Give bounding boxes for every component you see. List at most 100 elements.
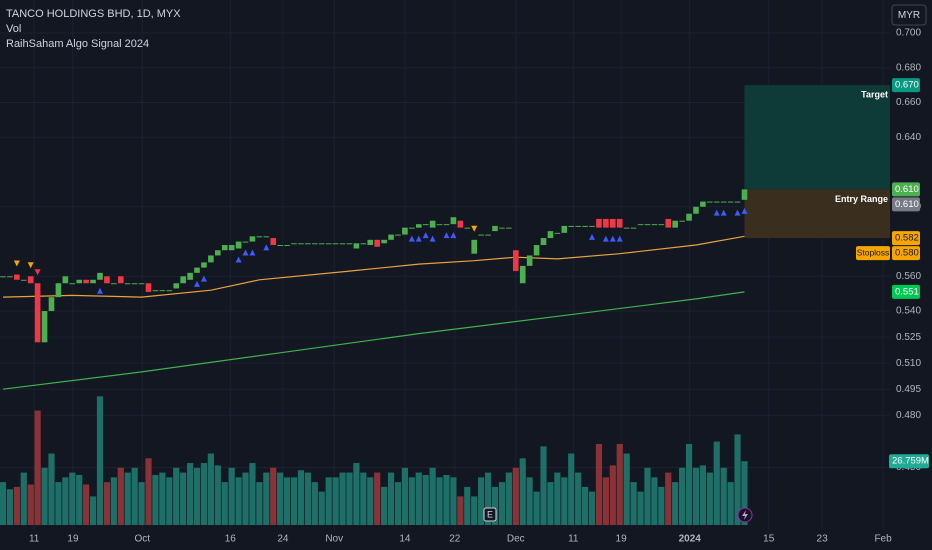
candle-body (686, 213, 692, 221)
x-tick-label: Dec (507, 534, 525, 545)
volume-bar (498, 482, 506, 525)
candle-body (41, 311, 48, 343)
candle-body (665, 218, 672, 228)
price-tag: Stoploss (857, 247, 890, 257)
candle-body (409, 227, 415, 229)
candle-body (346, 243, 353, 245)
x-tick-label: 19 (67, 534, 79, 545)
price-label: 0.610 (895, 184, 919, 195)
volume-bar (374, 472, 381, 525)
candle-body (443, 224, 450, 226)
x-tick-label: 19 (616, 534, 628, 545)
candle-body (644, 224, 651, 226)
candle-body (582, 225, 588, 227)
volume-bar (685, 443, 693, 525)
volume-bar (318, 491, 325, 525)
volume-bar (145, 458, 152, 525)
volume-bar (408, 477, 415, 525)
candle-body (187, 272, 193, 280)
buy-signal (720, 209, 727, 216)
candle-body (242, 241, 249, 243)
volume-bar (505, 472, 512, 525)
candle-body (83, 279, 89, 284)
earnings-icon[interactable] (483, 507, 497, 522)
volume-bar (464, 486, 471, 525)
price-label: 0.551 (895, 286, 919, 297)
price-label-bg (892, 197, 920, 212)
x-tick-label: 11 (29, 534, 40, 545)
buy-signal (589, 233, 596, 240)
candle-body (124, 283, 131, 285)
candle-body (519, 265, 526, 284)
candle-body (402, 227, 408, 235)
x-tick-label: 15 (763, 534, 775, 545)
buy-signal (249, 249, 256, 256)
candle-body (429, 220, 436, 228)
volume-bar (471, 496, 478, 525)
candle-body (62, 276, 69, 284)
zone (744, 85, 890, 190)
volume-bar (242, 472, 249, 525)
indicator-label: RaihSaham Algo Signal 2024 (6, 38, 149, 50)
volume-bar (48, 453, 55, 525)
earnings-marker[interactable]: E (487, 509, 493, 519)
volume-bar (152, 474, 159, 525)
candle-body (339, 243, 346, 245)
volume-bar (616, 443, 623, 525)
volume-bar (651, 477, 658, 525)
volume-bar (595, 443, 603, 525)
candle-body (415, 224, 422, 228)
volume-bar (699, 465, 706, 525)
volume-bar (478, 477, 485, 525)
currency[interactable]: MYR (898, 10, 920, 21)
price-label-bg (892, 182, 920, 197)
volume-bar (741, 461, 748, 525)
candle-body (603, 218, 609, 228)
volume-bar (554, 472, 561, 525)
candle-body (616, 218, 623, 228)
volume-bar (55, 482, 62, 525)
candle-body (360, 243, 367, 245)
candle-body (658, 224, 665, 226)
candle-body (228, 245, 235, 251)
volume-label-bg (889, 454, 929, 469)
candle-body (575, 225, 581, 227)
candle-body (540, 238, 547, 246)
price-label-bg (892, 284, 920, 299)
candle-body (249, 236, 256, 242)
volume-bar (159, 472, 166, 525)
volume-bar (325, 477, 332, 525)
candle-body (547, 231, 554, 239)
price-labels: 0.670 0.610 0.610 0.582 0.580 Stoploss 0.551 26… (856, 78, 929, 469)
grid (0, 0, 890, 530)
buy-signal (235, 256, 242, 263)
candle-body (554, 232, 561, 234)
volume-bar (256, 482, 263, 525)
candle-body (145, 283, 152, 292)
candle-body (104, 276, 110, 284)
candle-body (270, 238, 277, 246)
volume-bar (235, 477, 242, 525)
candle-body (235, 241, 242, 249)
volume-bar (353, 463, 360, 525)
signals (13, 207, 748, 294)
volume-bar (415, 472, 422, 525)
x-tick-label: 16 (225, 534, 237, 545)
volume-bar (609, 465, 616, 525)
volume-bar (83, 484, 90, 525)
volume-bar (13, 486, 20, 525)
candle-body (277, 245, 283, 247)
volume-bar (672, 482, 679, 525)
volume-bar (6, 489, 14, 525)
x-tick-label: 2024 (679, 534, 702, 545)
buy-signal (200, 275, 207, 282)
candle-body (325, 243, 332, 245)
y-tick-label: 0.510 (896, 358, 921, 369)
symbol-title: TANCO HOLDINGS BHD, 1D, MYX (6, 8, 181, 20)
zone-label: Entry Range (835, 194, 888, 204)
currency-button[interactable] (891, 4, 927, 26)
candle-body (693, 206, 699, 214)
x-tick-label: 22 (449, 534, 461, 545)
candle-body (499, 227, 505, 229)
